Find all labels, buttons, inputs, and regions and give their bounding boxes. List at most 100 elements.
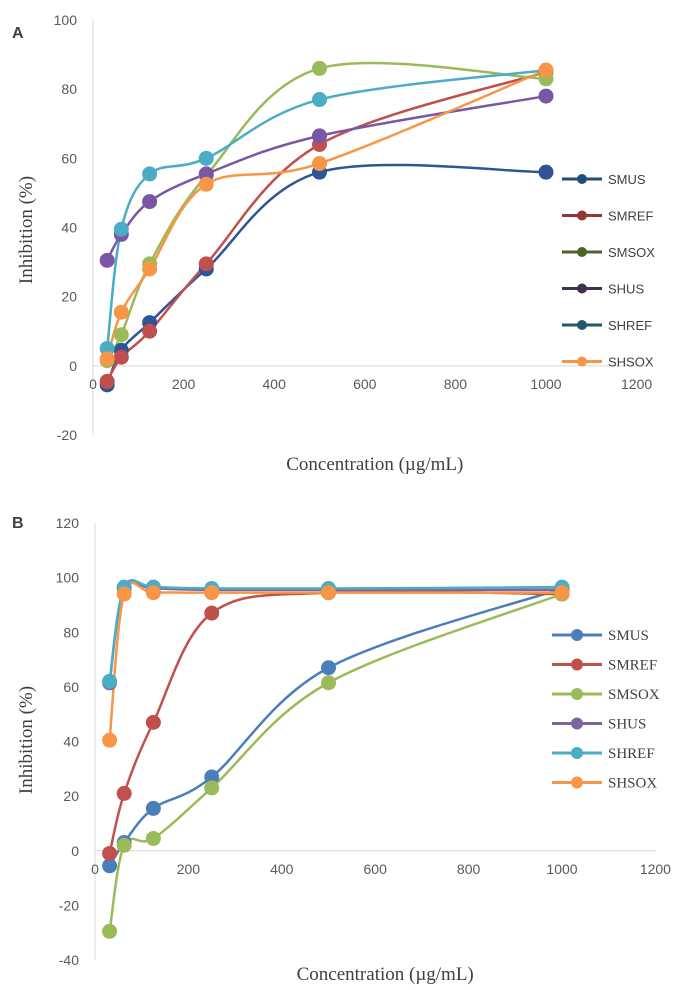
data-point-shsox [204, 585, 220, 601]
data-point-smref [113, 349, 129, 365]
x-tick-label: 600 [353, 376, 377, 392]
panel-b-label: B [12, 515, 24, 532]
x-tick-label: 1200 [621, 376, 652, 392]
legend-marker-smsox [577, 247, 587, 257]
data-point-shref [142, 166, 158, 182]
y-axis-label: Inhibition (%) [16, 176, 37, 284]
x-axis-label: Concentration (µg/mL) [286, 454, 463, 475]
legend-marker-smus [571, 629, 583, 641]
legend-label-smsox: SMSOX [608, 687, 660, 703]
y-tick-label: 80 [61, 81, 77, 97]
x-tick-label: 1000 [546, 861, 577, 877]
legend-label-shsox: SHSOX [608, 355, 654, 370]
data-point-shsox [142, 261, 158, 277]
series-line-shref [105, 68, 548, 350]
data-point-smus [204, 769, 220, 785]
y-tick-label: 60 [63, 679, 79, 695]
data-point-shus [142, 194, 158, 210]
legend-marker-shref [577, 320, 587, 330]
series-line-smus [105, 163, 548, 387]
data-point-smus [538, 164, 554, 180]
y-tick-label: 20 [61, 289, 77, 305]
data-point-smsox [145, 830, 161, 846]
x-tick-label: 400 [263, 376, 287, 392]
y-tick-label: 60 [61, 150, 77, 166]
series-line-shsox [108, 581, 564, 742]
data-point-smsox [321, 675, 336, 691]
series-line-smus [108, 587, 564, 868]
x-tick-label: 200 [172, 376, 196, 392]
data-point-shus [538, 88, 554, 104]
data-point-shsox [538, 62, 554, 78]
x-tick-label: 800 [457, 861, 481, 877]
legend-label-smref: SMREF [608, 209, 654, 224]
legend-label-shsox: SHSOX [608, 776, 657, 792]
y-tick-label: 0 [69, 358, 77, 374]
y-axis-label: Inhibition (%) [16, 686, 37, 794]
data-point-smref [102, 845, 118, 861]
y-tick-label: 80 [63, 624, 79, 640]
data-point-shsox [116, 586, 132, 602]
x-tick-label: 0 [91, 861, 99, 877]
data-point-smus [321, 660, 336, 676]
data-point-shsox [312, 156, 327, 172]
data-point-shref [102, 673, 118, 689]
data-point-shsox [113, 304, 129, 320]
x-tick-label: 1200 [640, 861, 671, 877]
data-point-shus [198, 166, 214, 182]
series-line-smref [108, 590, 564, 855]
data-point-shsox [554, 585, 570, 601]
x-tick-label: 1000 [530, 376, 561, 392]
data-point-shus [312, 128, 327, 144]
data-point-smref [142, 323, 158, 339]
series-line-shus [105, 94, 548, 262]
legend-marker-smref [577, 210, 587, 221]
y-tick-label: 40 [63, 734, 79, 750]
data-point-smsox [116, 837, 132, 853]
data-point-shref [113, 221, 129, 237]
y-tick-label: -20 [59, 897, 79, 913]
data-point-smsox [113, 327, 129, 343]
legend-marker-shref [571, 747, 583, 759]
data-point-smref [116, 785, 132, 801]
data-point-smref [204, 605, 220, 621]
y-tick-label: 40 [61, 220, 77, 236]
legend-label-smsox: SMSOX [608, 245, 655, 260]
data-point-shsox [198, 176, 214, 192]
y-tick-label: 120 [56, 515, 80, 531]
legend-label-smus: SMUS [608, 172, 646, 187]
x-tick-label: 400 [270, 861, 294, 877]
series-line-shsox [105, 68, 548, 361]
x-tick-label: 200 [177, 861, 201, 877]
legend-marker-shsox [577, 356, 587, 367]
data-point-shsox [321, 585, 336, 601]
data-point-shsox [99, 351, 115, 367]
data-point-shsox [102, 732, 118, 748]
data-point-smref [145, 714, 161, 730]
legend-marker-shsox [571, 776, 583, 789]
legend-marker-smus [577, 174, 587, 184]
x-tick-label: 0 [89, 376, 97, 392]
legend-label-smref: SMREF [608, 658, 657, 674]
data-point-shref [99, 341, 115, 357]
legend-marker-smref [571, 658, 583, 671]
y-tick-label: -40 [59, 952, 79, 968]
data-point-smus [145, 800, 161, 816]
data-point-smref [99, 373, 115, 389]
legend-marker-shus [571, 717, 583, 730]
legend-marker-smsox [571, 688, 583, 700]
legend-label-shus: SHUS [608, 282, 644, 297]
x-tick-label: 800 [444, 376, 468, 392]
series-line-smsox [108, 592, 564, 933]
x-axis-label: Concentration (µg/mL) [297, 964, 474, 985]
data-point-smsox [312, 60, 327, 76]
legend-label-shref: SHREF [608, 746, 655, 762]
data-point-shus [99, 252, 115, 268]
y-tick-label: -20 [57, 427, 77, 443]
data-point-shsox [145, 585, 161, 601]
legend-label-smus: SMUS [608, 628, 649, 644]
legend-marker-shus [577, 283, 587, 294]
